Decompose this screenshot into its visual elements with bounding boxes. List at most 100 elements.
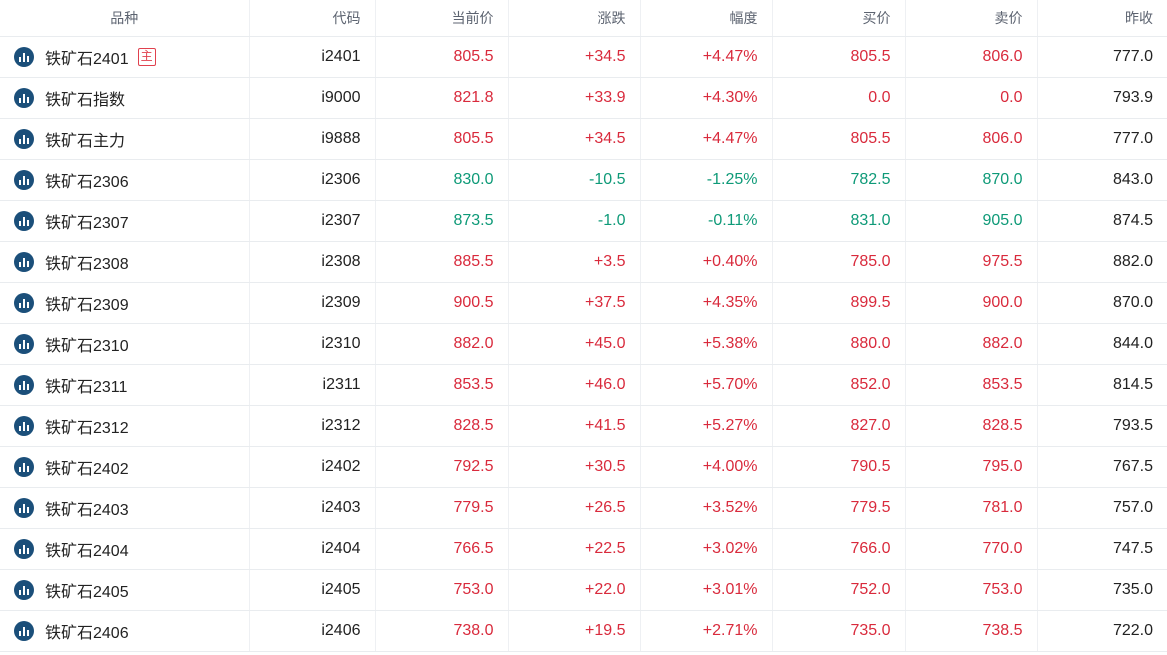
instrument-name[interactable]: 铁矿石2404 [45,543,129,560]
instrument-name[interactable]: 铁矿石2306 [45,174,129,191]
code-cell: i9000 [249,77,376,119]
instrument-name[interactable]: 铁矿石2309 [45,297,129,314]
chart-icon[interactable] [14,211,34,231]
table-row[interactable]: 铁矿石2307 i2307 873.5 -1.0 -0.11% 831.0 905.0 874… [0,200,1167,242]
change-cell: +30.5 [508,446,641,488]
prev-close-cell: 767.5 [1037,446,1167,488]
name-cell: 铁矿石2306 [0,159,250,201]
prev-close-cell: 814.5 [1037,364,1167,406]
change-cell: +45.0 [508,323,641,365]
table-row[interactable]: 铁矿石2404 i2404 766.5 +22.5 +3.02% 766.0 770.0 74… [0,528,1167,570]
price-cell: 828.5 [375,405,509,447]
instrument-name[interactable]: 铁矿石2310 [45,338,129,355]
bid-cell: 766.0 [772,528,906,570]
table-row[interactable]: 铁矿石2306 i2306 830.0 -10.5 -1.25% 782.5 870.0 84… [0,159,1167,201]
ask-cell: 738.5 [905,610,1038,652]
table-row[interactable]: 铁矿石2309 i2309 900.5 +37.5 +4.35% 899.5 900.0 87… [0,282,1167,324]
ask-cell: 853.5 [905,364,1038,406]
change-cell: +34.5 [508,36,641,78]
chart-icon[interactable] [14,334,34,354]
change-cell: +22.5 [508,528,641,570]
chart-icon[interactable] [14,293,34,313]
pct-cell: +5.38% [640,323,773,365]
chart-icon[interactable] [14,129,34,149]
table-row[interactable]: 铁矿石2312 i2312 828.5 +41.5 +5.27% 827.0 828.5 79… [0,405,1167,447]
prev-close-cell: 882.0 [1037,241,1167,283]
col-header-ask[interactable]: 卖价 [905,0,1038,37]
price-cell: 873.5 [375,200,509,242]
table-row[interactable]: 铁矿石主力 i9888 805.5 +34.5 +4.47% 805.5 806.0 777.… [0,118,1167,160]
prev-close-cell: 735.0 [1037,569,1167,611]
chart-icon[interactable] [14,375,34,395]
ask-cell: 975.5 [905,241,1038,283]
col-header-price[interactable]: 当前价 [375,0,509,37]
ask-cell: 900.0 [905,282,1038,324]
name-cell: 铁矿石2312 [0,405,250,447]
chart-icon[interactable] [14,621,34,641]
instrument-name[interactable]: 铁矿石2307 [45,215,129,232]
instrument-name[interactable]: 铁矿石2403 [45,502,129,519]
table-row[interactable]: 铁矿石2401 主 i2401 805.5 +34.5 +4.47% 805.5 806.0 7… [0,36,1167,78]
table-row[interactable]: 铁矿石2308 i2308 885.5 +3.5 +0.40% 785.0 975.5 882… [0,241,1167,283]
pct-cell: +4.30% [640,77,773,119]
prev-close-cell: 747.5 [1037,528,1167,570]
chart-icon[interactable] [14,88,34,108]
table-row[interactable]: 铁矿石2311 i2311 853.5 +46.0 +5.70% 852.0 853.5 81… [0,364,1167,406]
instrument-name[interactable]: 铁矿石2311 [45,379,128,396]
col-header-pct[interactable]: 幅度 [640,0,773,37]
pct-cell: -1.25% [640,159,773,201]
col-header-bid[interactable]: 买价 [772,0,906,37]
instrument-name[interactable]: 铁矿石2308 [45,256,129,273]
prev-close-cell: 777.0 [1037,118,1167,160]
chart-icon[interactable] [14,170,34,190]
chart-icon[interactable] [14,416,34,436]
chart-icon[interactable] [14,539,34,559]
prev-close-cell: 793.5 [1037,405,1167,447]
instrument-name[interactable]: 铁矿石2402 [45,461,129,478]
instrument-name[interactable]: 铁矿石主力 [45,133,126,150]
pct-cell: +3.01% [640,569,773,611]
change-cell: +46.0 [508,364,641,406]
col-header-name[interactable]: 品种 [0,0,250,37]
col-header-prev-close[interactable]: 昨收 [1037,0,1167,37]
code-cell: i2310 [249,323,376,365]
code-cell: i2309 [249,282,376,324]
chart-icon[interactable] [14,580,34,600]
pct-cell: +4.47% [640,118,773,160]
bid-cell: 779.5 [772,487,906,529]
table-row[interactable]: 铁矿石2405 i2405 753.0 +22.0 +3.01% 752.0 753.0 73… [0,569,1167,611]
instrument-name[interactable]: 铁矿石2406 [45,625,129,642]
col-header-change[interactable]: 涨跌 [508,0,641,37]
name-cell: 铁矿石2404 [0,528,250,570]
table-row[interactable]: 铁矿石2402 i2402 792.5 +30.5 +4.00% 790.5 795.0 76… [0,446,1167,488]
main-contract-badge: 主 [137,48,156,66]
chart-icon[interactable] [14,252,34,272]
table-row[interactable]: 铁矿石2310 i2310 882.0 +45.0 +5.38% 880.0 882.0 84… [0,323,1167,365]
bid-cell: 735.0 [772,610,906,652]
table-row[interactable]: 铁矿石2406 i2406 738.0 +19.5 +2.71% 735.0 738.5 72… [0,610,1167,652]
code-cell: i2306 [249,159,376,201]
instrument-name[interactable]: 铁矿石2405 [45,584,129,601]
name-cell: 铁矿石2402 [0,446,250,488]
chart-icon[interactable] [14,498,34,518]
instrument-name[interactable]: 铁矿石2312 [45,420,129,437]
name-cell: 铁矿石2405 [0,569,250,611]
bid-cell: 790.5 [772,446,906,488]
pct-cell: +2.71% [640,610,773,652]
code-cell: i2406 [249,610,376,652]
ask-cell: 828.5 [905,405,1038,447]
prev-close-cell: 793.9 [1037,77,1167,119]
instrument-name[interactable]: 铁矿石指数 [45,92,126,109]
table-row[interactable]: 铁矿石指数 i9000 821.8 +33.9 +4.30% 0.0 0.0 793.9 [0,77,1167,119]
name-cell: 铁矿石2310 [0,323,250,365]
col-header-code[interactable]: 代码 [249,0,376,37]
bid-cell: 805.5 [772,36,906,78]
price-cell: 779.5 [375,487,509,529]
chart-icon[interactable] [14,47,34,67]
table-row[interactable]: 铁矿石2403 i2403 779.5 +26.5 +3.52% 779.5 781.0 75… [0,487,1167,529]
price-cell: 900.5 [375,282,509,324]
price-cell: 766.5 [375,528,509,570]
prev-close-cell: 844.0 [1037,323,1167,365]
instrument-name[interactable]: 铁矿石2401 [45,51,129,68]
chart-icon[interactable] [14,457,34,477]
